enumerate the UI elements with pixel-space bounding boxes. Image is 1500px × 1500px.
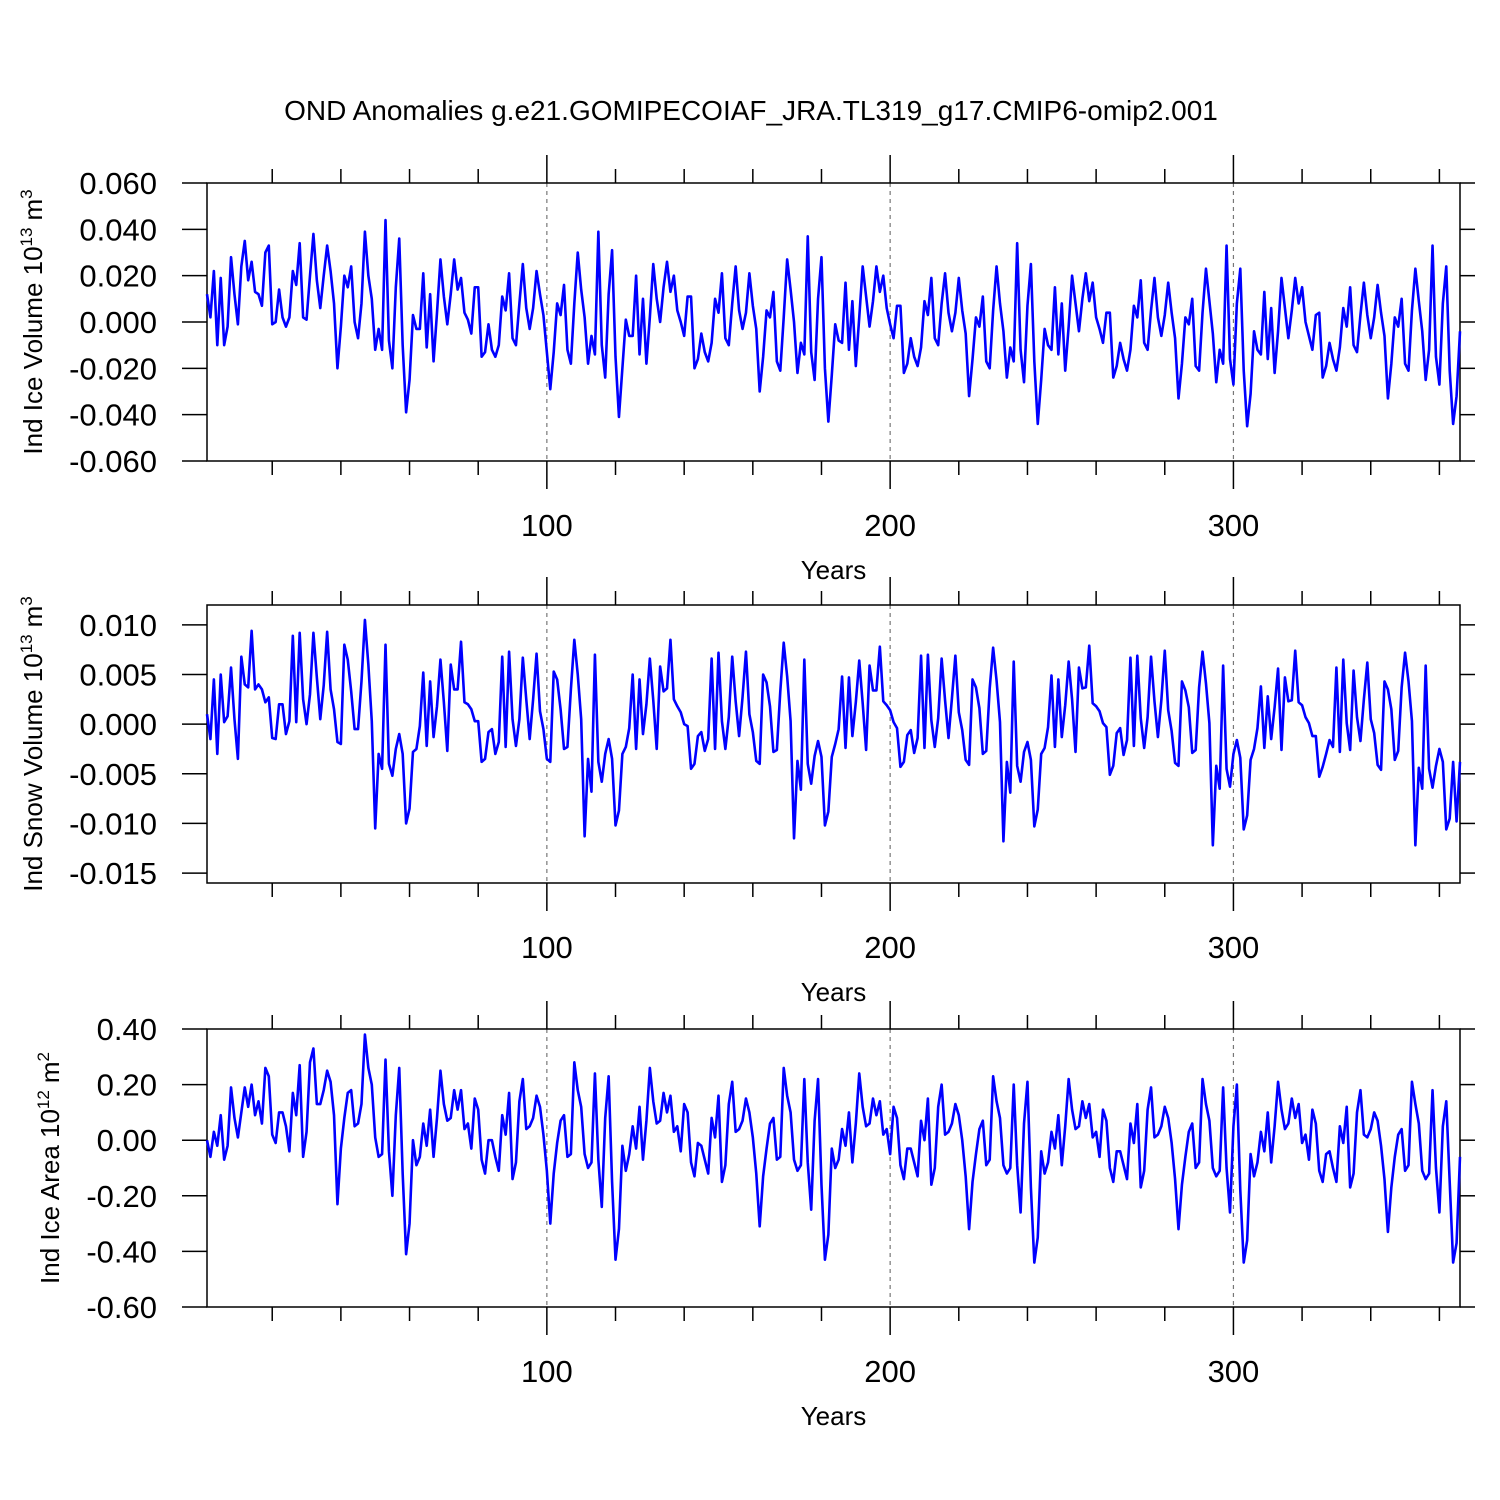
panel: 100 200 300 Years 0.060 0.040 0.020 0.000 -0.020… [17, 155, 1475, 585]
y-axis-label-text: Ind Ice Volume 10 [18, 246, 48, 454]
y-axis-label-unit-exponent: 3 [17, 189, 36, 198]
y-axis-label-exponent: 12 [34, 1090, 53, 1109]
y-tick-label: -0.40 [86, 1234, 157, 1269]
y-axis-label-exponent: 13 [17, 634, 36, 653]
y-axis-label: Ind Ice Area 1012 m2 [34, 1052, 65, 1284]
x-tick-label: 300 [1208, 930, 1260, 965]
data-line [205, 218, 1462, 428]
y-tick-label: 0.000 [79, 305, 157, 340]
y-tick-label: 0.020 [79, 259, 157, 294]
y-axis-label: Ind Ice Volume 1013 m3 [17, 189, 48, 454]
panel: 100 200 300 Years 0.010 0.005 0.000 -0.005 -0.01… [17, 577, 1475, 1007]
y-tick-label: -0.040 [69, 398, 157, 433]
x-tick-label: 100 [521, 508, 573, 543]
y-tick-label: 0.000 [79, 707, 157, 742]
y-tick-label: -0.060 [69, 444, 157, 479]
x-axis-label: Years [801, 1401, 867, 1431]
y-tick-label: -0.005 [69, 757, 157, 792]
y-tick-label: -0.60 [86, 1290, 157, 1325]
x-tick-label: 100 [521, 1354, 573, 1389]
y-tick-label: 0.040 [79, 212, 157, 247]
y-axis-label-unit: m [18, 199, 48, 221]
x-tick-label: 300 [1208, 508, 1260, 543]
y-axis-label: Ind Snow Volume 1013 m3 [17, 596, 48, 892]
x-axis-label: Years [801, 555, 867, 585]
y-tick-label: -0.020 [69, 351, 157, 386]
x-tick-label: 200 [864, 1354, 916, 1389]
x-tick-label: 100 [521, 930, 573, 965]
y-axis-label-unit-exponent: 3 [17, 596, 36, 605]
x-tick-label: 200 [864, 508, 916, 543]
data-line [205, 1033, 1462, 1264]
chart-title: OND Anomalies g.e21.GOMIPECOIAF_JRA.TL31… [284, 95, 1218, 126]
y-tick-label: 0.40 [97, 1012, 157, 1047]
y-axis-label-text: Ind Ice Area 10 [35, 1109, 65, 1284]
plot-frame [206, 604, 1461, 884]
y-axis-label-unit-exponent: 2 [34, 1052, 53, 1061]
y-tick-label: -0.010 [69, 806, 157, 841]
y-tick-label: 0.010 [79, 608, 157, 643]
y-axis-label-exponent: 13 [17, 228, 36, 247]
y-tick-label: 0.20 [97, 1068, 157, 1103]
y-tick-label: 0.005 [79, 658, 157, 693]
plot-frame [206, 182, 1461, 462]
y-axis-label-unit: m [18, 606, 48, 628]
y-axis-label-unit: m [35, 1061, 65, 1083]
x-axis-label: Years [801, 977, 867, 1007]
data-line [205, 618, 1462, 847]
x-tick-label: 200 [864, 930, 916, 965]
y-tick-label: 0.060 [79, 166, 157, 201]
y-tick-label: -0.20 [86, 1179, 157, 1214]
y-tick-label: -0.015 [69, 856, 157, 891]
y-axis-label-text: Ind Snow Volume 10 [18, 653, 48, 892]
x-tick-label: 300 [1208, 1354, 1260, 1389]
y-tick-label: 0.00 [97, 1123, 157, 1158]
